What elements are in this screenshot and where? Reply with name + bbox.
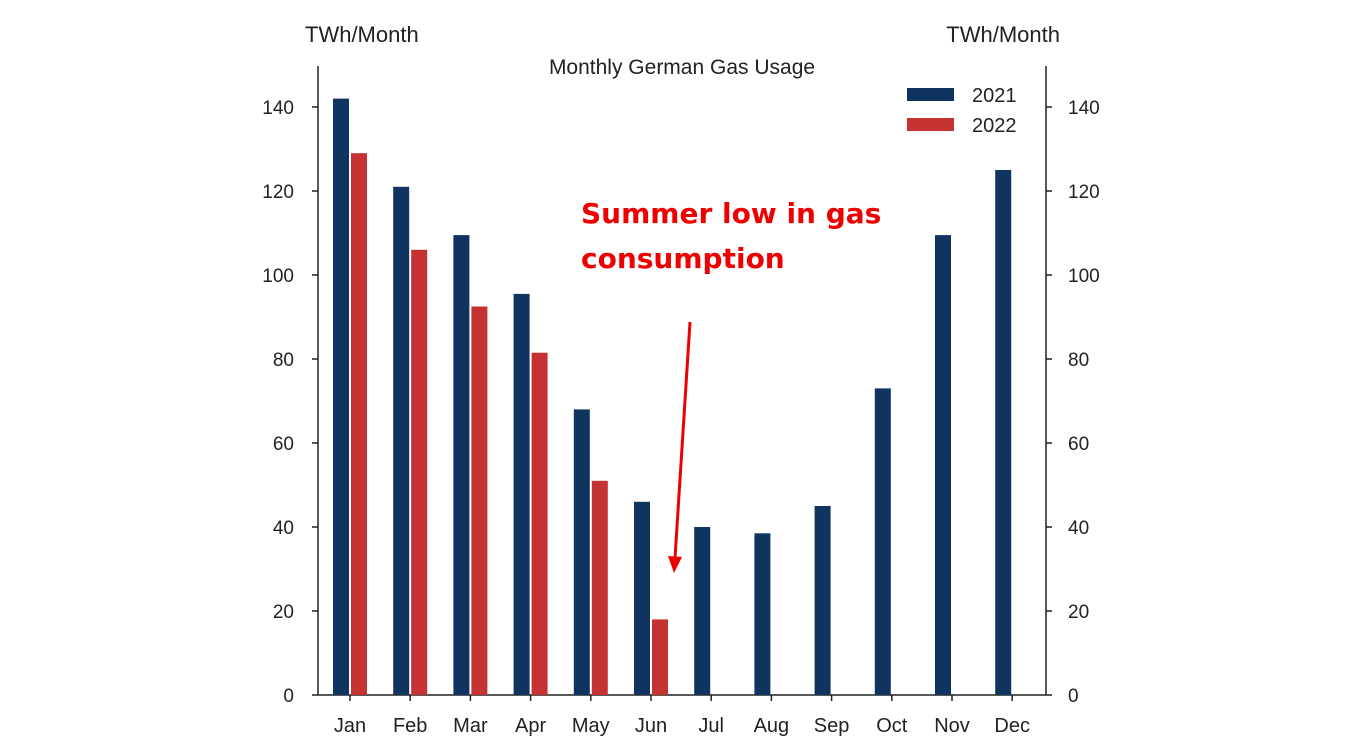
bar-2021-may bbox=[573, 409, 590, 695]
plot-frame bbox=[317, 66, 1047, 696]
annotation-line-1: Summer low in gas bbox=[581, 197, 881, 230]
x-tick-label-jan: Jan bbox=[334, 715, 366, 737]
right-tick-label: 120 bbox=[1068, 182, 1100, 203]
x-tick-labels: Jan Feb Mar Apr May Jun Jul Aug Sep Oct Nov Dec bbox=[334, 695, 1030, 737]
bar-2021-jan bbox=[333, 98, 349, 696]
bar-2022-may bbox=[591, 480, 608, 695]
bar-2021-sep bbox=[814, 506, 831, 695]
left-tick-label: 140 bbox=[262, 98, 294, 119]
x-tick-label-oct: Oct bbox=[876, 715, 908, 737]
bar-marks bbox=[333, 98, 1012, 696]
annotation-arrow-shaft bbox=[673, 321, 692, 559]
right-axis-unit-label: TWh/Month bbox=[946, 22, 1060, 47]
right-tick-label: 40 bbox=[1068, 518, 1089, 539]
left-axis-unit-label: TWh/Month bbox=[305, 22, 419, 47]
x-tick-label-apr: Apr bbox=[515, 715, 546, 737]
left-tick-label: 20 bbox=[273, 602, 294, 623]
left-y-ticks: 0 20 40 60 80 100 120 140 bbox=[262, 98, 318, 707]
bar-2021-feb bbox=[393, 186, 410, 696]
x-tick-label-mar: Mar bbox=[453, 715, 488, 737]
left-tick-label: 100 bbox=[262, 266, 294, 287]
bar-2021-mar bbox=[453, 235, 470, 695]
bar-2021-jul bbox=[694, 527, 711, 695]
right-tick-label: 100 bbox=[1068, 266, 1100, 287]
left-tick-label: 40 bbox=[273, 518, 294, 539]
bar-2021-nov bbox=[935, 235, 951, 695]
x-tick-label-sep: Sep bbox=[814, 715, 850, 737]
right-y-ticks: 0 20 40 60 80 100 120 140 bbox=[1046, 98, 1100, 707]
legend-swatch-2022 bbox=[907, 118, 954, 131]
bar-2021-aug bbox=[754, 533, 771, 695]
legend-label-2022: 2022 bbox=[972, 115, 1017, 137]
left-tick-label: 60 bbox=[273, 434, 294, 455]
x-tick-label-jul: Jul bbox=[698, 715, 724, 737]
legend-swatch-2021 bbox=[907, 88, 954, 101]
bar-2021-jun bbox=[634, 501, 650, 695]
x-tick-label-feb: Feb bbox=[393, 715, 427, 737]
right-tick-label: 60 bbox=[1068, 434, 1089, 455]
bar-2022-jun bbox=[652, 619, 668, 695]
left-tick-label: 120 bbox=[262, 182, 294, 203]
bar-2022-feb bbox=[411, 249, 428, 696]
right-tick-label: 0 bbox=[1068, 686, 1079, 707]
legend-label-2021: 2021 bbox=[972, 85, 1017, 107]
right-tick-label: 140 bbox=[1068, 98, 1100, 119]
right-tick-label: 80 bbox=[1068, 350, 1089, 371]
annotation: Summer low in gas consumption bbox=[581, 197, 881, 573]
x-tick-label-aug: Aug bbox=[754, 715, 790, 737]
chart-title: Monthly German Gas Usage bbox=[549, 56, 815, 79]
bar-2022-jan bbox=[351, 153, 367, 695]
bar-2021-oct bbox=[874, 388, 891, 695]
annotation-line-2: consumption bbox=[581, 242, 785, 275]
right-tick-label: 20 bbox=[1068, 602, 1089, 623]
left-tick-label: 0 bbox=[283, 686, 294, 707]
x-tick-label-nov: Nov bbox=[934, 715, 970, 737]
bar-2022-mar bbox=[471, 306, 488, 695]
annotation-arrow-head bbox=[668, 556, 682, 573]
legend: 2021 2022 bbox=[907, 85, 1017, 137]
bar-2021-dec bbox=[995, 170, 1012, 695]
x-tick-label-dec: Dec bbox=[994, 715, 1030, 737]
bar-2022-apr bbox=[531, 352, 548, 695]
left-tick-label: 80 bbox=[273, 350, 294, 371]
bar-2021-apr bbox=[513, 293, 530, 695]
x-tick-label-jun: Jun bbox=[635, 715, 667, 737]
x-tick-label-may: May bbox=[572, 715, 610, 737]
